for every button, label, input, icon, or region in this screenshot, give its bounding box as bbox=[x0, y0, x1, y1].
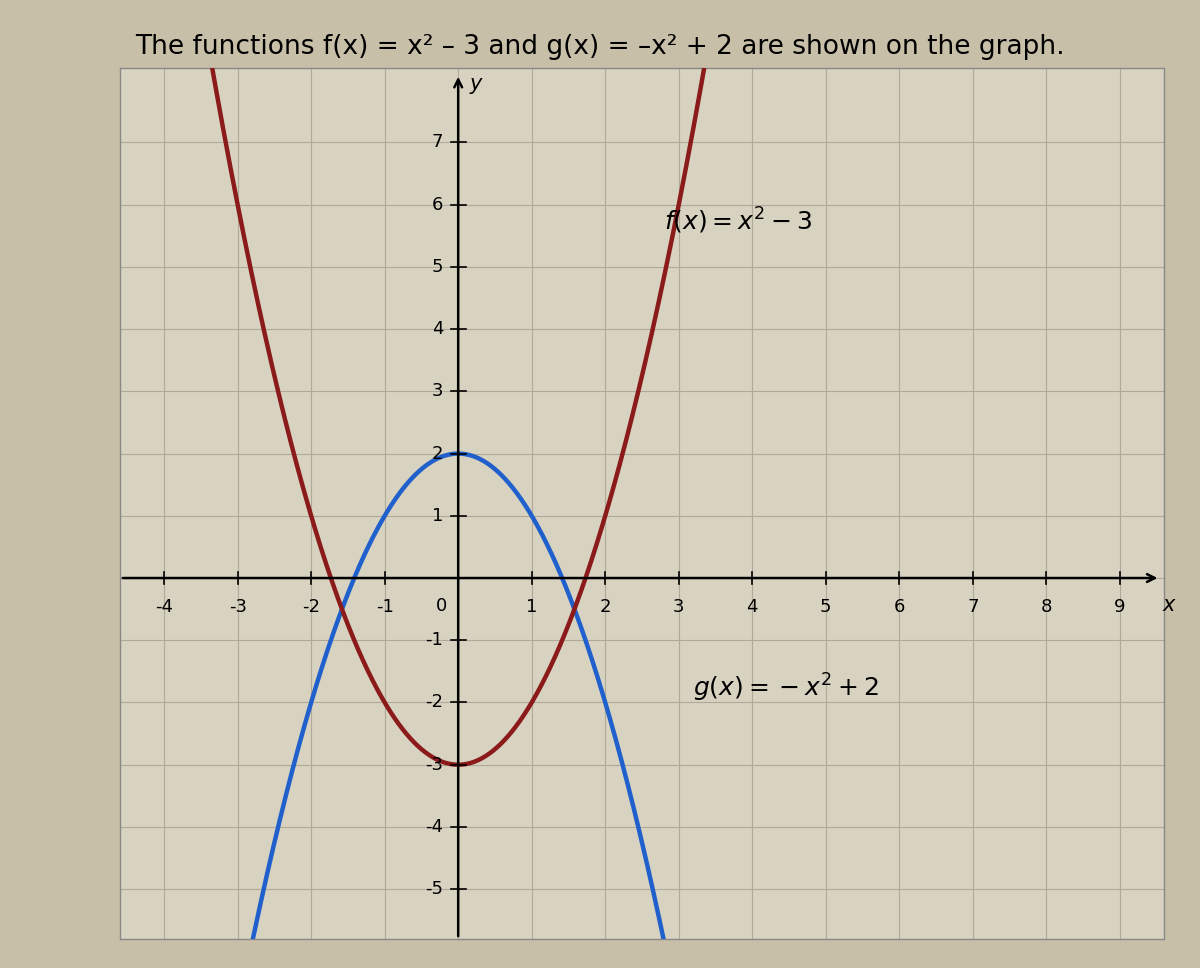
Text: -1: -1 bbox=[426, 631, 444, 650]
Text: 2: 2 bbox=[600, 598, 611, 616]
Text: -2: -2 bbox=[302, 598, 320, 616]
Text: 1: 1 bbox=[526, 598, 538, 616]
Text: -2: -2 bbox=[426, 693, 444, 711]
Text: 9: 9 bbox=[1114, 598, 1126, 616]
Text: 5: 5 bbox=[820, 598, 832, 616]
Text: 3: 3 bbox=[432, 382, 444, 401]
Text: -4: -4 bbox=[155, 598, 173, 616]
Text: -3: -3 bbox=[426, 756, 444, 773]
Text: 4: 4 bbox=[746, 598, 758, 616]
Text: -5: -5 bbox=[426, 880, 444, 898]
Text: -4: -4 bbox=[426, 818, 444, 836]
Text: 4: 4 bbox=[432, 320, 444, 338]
Text: y: y bbox=[469, 74, 481, 94]
Text: 1: 1 bbox=[432, 507, 444, 525]
Text: $g(x) = -x^2 + 2$: $g(x) = -x^2 + 2$ bbox=[694, 672, 878, 704]
Text: 5: 5 bbox=[432, 257, 444, 276]
Text: 6: 6 bbox=[894, 598, 905, 616]
Text: -3: -3 bbox=[229, 598, 247, 616]
Text: 7: 7 bbox=[432, 134, 444, 151]
Text: 6: 6 bbox=[432, 196, 444, 214]
Text: 3: 3 bbox=[673, 598, 684, 616]
Text: 7: 7 bbox=[967, 598, 978, 616]
Text: 0: 0 bbox=[436, 596, 448, 615]
Text: x: x bbox=[1163, 595, 1175, 616]
Text: -1: -1 bbox=[376, 598, 394, 616]
Text: 8: 8 bbox=[1040, 598, 1052, 616]
Text: $f(x) = x^2 - 3$: $f(x) = x^2 - 3$ bbox=[664, 205, 812, 236]
Text: The functions f(x) = x² – 3 and g(x) = –x² + 2 are shown on the graph.: The functions f(x) = x² – 3 and g(x) = –… bbox=[136, 34, 1064, 60]
Text: 2: 2 bbox=[432, 444, 444, 463]
